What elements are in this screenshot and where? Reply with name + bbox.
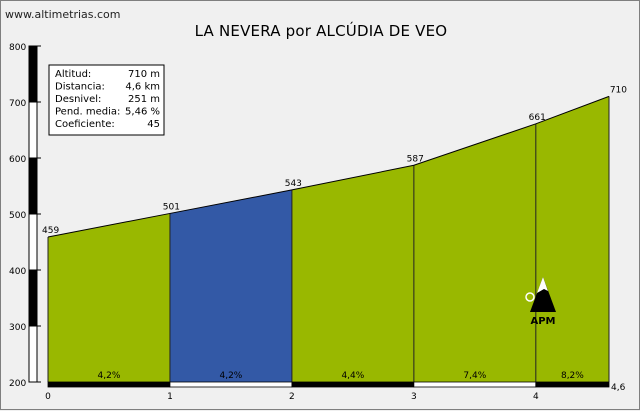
- y-axis-scale-band: [29, 270, 37, 326]
- x-tick-label: 3: [411, 392, 417, 402]
- y-tick-label: 600: [9, 155, 26, 165]
- altitude-label: 661: [529, 113, 546, 123]
- profile-line: [47, 95, 610, 238]
- altitude-label: 501: [163, 202, 180, 212]
- info-label: Pend. media:: [55, 107, 120, 118]
- info-value: 251 m: [128, 94, 160, 105]
- segment-gradient-label: 4,4%: [341, 371, 364, 381]
- distance-scale-band: [47, 381, 171, 388]
- info-box: [48, 64, 165, 136]
- profile-segment-3: [291, 165, 414, 382]
- apm-peak-icon: [530, 277, 556, 312]
- info-value: 5,46 %: [125, 107, 160, 118]
- segment-gradient-label: 4,2%: [219, 371, 242, 381]
- y-tick-label: 500: [9, 211, 26, 221]
- distance-scale-band: [413, 381, 537, 388]
- altitude-label: 710: [610, 85, 627, 95]
- profile-segment-4: [413, 123, 536, 382]
- y-axis-scale-band: [29, 46, 37, 102]
- altitude-label: 543: [285, 179, 302, 189]
- x-tick-label: 4: [533, 392, 539, 402]
- info-value: 45: [147, 119, 160, 130]
- apm-snow-icon: [537, 277, 548, 293]
- profile-segment-5: [535, 96, 609, 383]
- info-label: Distancia:: [55, 82, 105, 93]
- distance-scale-band: [535, 381, 610, 388]
- y-tick-label: 800: [9, 43, 26, 53]
- y-tick-label: 700: [9, 99, 26, 109]
- segment-gradient-label: 4,2%: [98, 371, 121, 381]
- y-tick-label: 200: [9, 379, 26, 389]
- y-tick-label: 300: [9, 323, 26, 333]
- x-tick-label: 0: [45, 392, 51, 402]
- info-value: 710 m: [128, 69, 160, 80]
- apm-cyclist-icon: [525, 292, 535, 302]
- distance-scale-band: [169, 381, 293, 388]
- info-label: Coeficiente:: [55, 119, 115, 130]
- segment-gradient-label: 8,2%: [561, 371, 584, 381]
- altitude-label: 587: [407, 154, 424, 164]
- segment-gradient-label: 7,4%: [463, 371, 486, 381]
- profile-segment-2: [169, 189, 292, 382]
- profile-segment-1: [48, 213, 170, 382]
- info-value: 4,6 km: [125, 82, 160, 93]
- apm-label: APM: [530, 316, 555, 327]
- y-axis-scale-band: [29, 158, 37, 214]
- y-tick-label: 400: [9, 267, 26, 277]
- distance-scale-band: [291, 381, 415, 388]
- source-url: www.altimetrias.com: [5, 8, 121, 21]
- info-label: Altitud:: [55, 69, 91, 80]
- x-tick-label: 2: [289, 392, 295, 402]
- info-label: Desnivel:: [55, 94, 101, 105]
- altitude-label: 459: [42, 226, 59, 236]
- chart-title: LA NEVERA por ALCÚDIA DE VEO: [194, 22, 448, 40]
- x-tick-label: 1: [167, 392, 173, 402]
- x-tick-label: 4,6: [611, 383, 626, 393]
